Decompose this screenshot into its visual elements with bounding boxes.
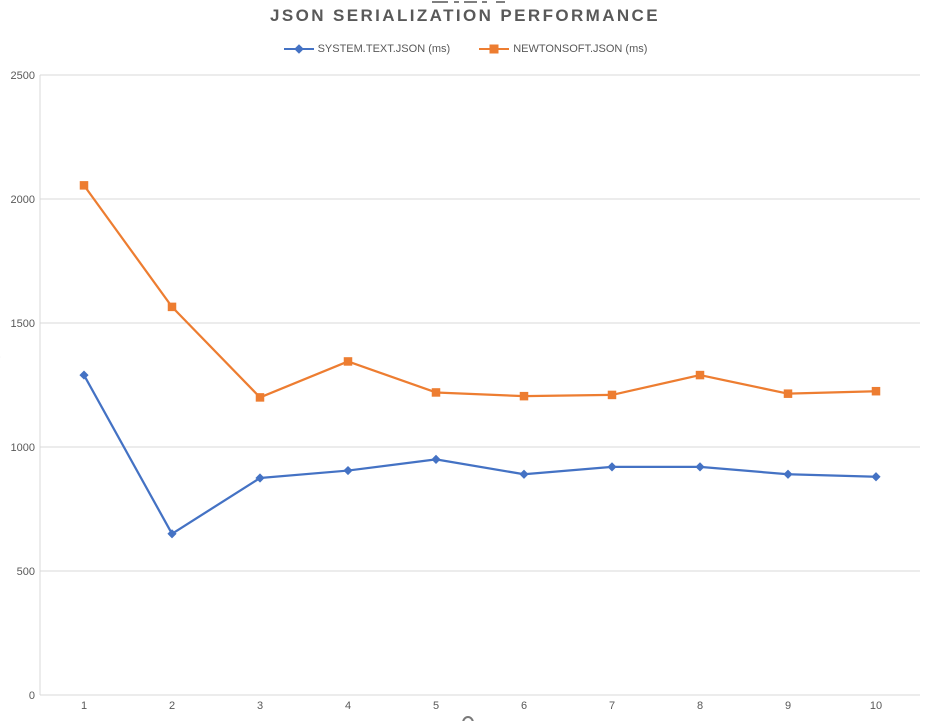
data-point-marker-newtonsoft-json-ms-9: [783, 389, 793, 398]
cropped-y-axis-title-remnant: ): [0, 347, 4, 369]
y-tick-label-2000: 2000: [11, 194, 35, 206]
data-point-marker-system-text-json-ms-2: [167, 529, 177, 539]
x-tick-label-7: 7: [609, 700, 615, 712]
x-tick-label-6: 6: [521, 700, 527, 712]
y-tick-label-500: 500: [17, 566, 35, 578]
data-point-marker-system-text-json-ms-6: [519, 469, 529, 479]
x-tick-label-1: 1: [81, 700, 87, 712]
y-tick-label-1500: 1500: [11, 318, 35, 330]
data-point-marker-system-text-json-ms-7: [607, 462, 617, 472]
data-point-marker-system-text-json-ms-3: [255, 473, 265, 483]
data-point-marker-newtonsoft-json-ms-2: [167, 302, 177, 312]
data-point-marker-newtonsoft-json-ms-7: [607, 390, 617, 400]
legend: SYSTEM.TEXT.JSON (ms) NEWTONSOFT.JSON (m…: [0, 43, 930, 55]
x-tick-label-3: 3: [257, 700, 263, 712]
data-point-marker-system-text-json-ms-4: [343, 465, 353, 476]
data-point-marker-system-text-json-ms-10: [871, 472, 881, 482]
cropped-text-remnant-top: [430, 0, 512, 4]
x-tick-label-10: 10: [870, 700, 882, 712]
chart-title: JSON SERIALIZATION PERFORMANCE: [270, 6, 660, 25]
data-point-marker-newtonsoft-json-ms-10: [871, 386, 881, 396]
legend-label: SYSTEM.TEXT.JSON (ms): [317, 43, 451, 55]
x-tick-label-8: 8: [697, 700, 703, 712]
legend-item-newtonsoft-json: NEWTONSOFT.JSON (ms): [478, 43, 647, 55]
data-point-marker-newtonsoft-json-ms-6: [519, 391, 529, 401]
legend-line-diamond-icon: [283, 44, 314, 54]
data-point-marker-system-text-json-ms-9: [783, 469, 793, 479]
y-tick-label-1000: 1000: [11, 442, 35, 454]
data-point-marker-newtonsoft-json-ms-5: [431, 388, 441, 397]
y-tick-label-2500: 2500: [11, 70, 35, 82]
data-point-marker-newtonsoft-json-ms-8: [695, 370, 705, 380]
series-line-system-text-json-ms: [82, 373, 878, 535]
data-point-marker-system-text-json-ms-5: [431, 454, 441, 464]
data-point-marker-system-text-json-ms-1: [79, 370, 89, 380]
x-tick-label-5: 5: [433, 700, 439, 712]
data-point-marker-system-text-json-ms-8: [695, 462, 705, 472]
data-point-marker-newtonsoft-json-ms-4: [343, 357, 353, 366]
cropped-x-axis-title-remnant: [460, 714, 480, 721]
x-tick-label-2: 2: [169, 700, 175, 712]
legend-item-system-text-json: SYSTEM.TEXT.JSON (ms): [283, 43, 451, 55]
legend-label: NEWTONSOFT.JSON (ms): [513, 43, 648, 55]
x-tick-label-9: 9: [785, 700, 791, 712]
data-point-marker-newtonsoft-json-ms-1: [79, 181, 89, 190]
legend-line-square-icon: [479, 44, 510, 54]
y-tick-label-0: 0: [29, 690, 35, 702]
series-line-newtonsoft-json-ms: [82, 184, 878, 399]
x-tick-label-4: 4: [345, 700, 351, 712]
data-point-marker-newtonsoft-json-ms-3: [255, 393, 265, 402]
